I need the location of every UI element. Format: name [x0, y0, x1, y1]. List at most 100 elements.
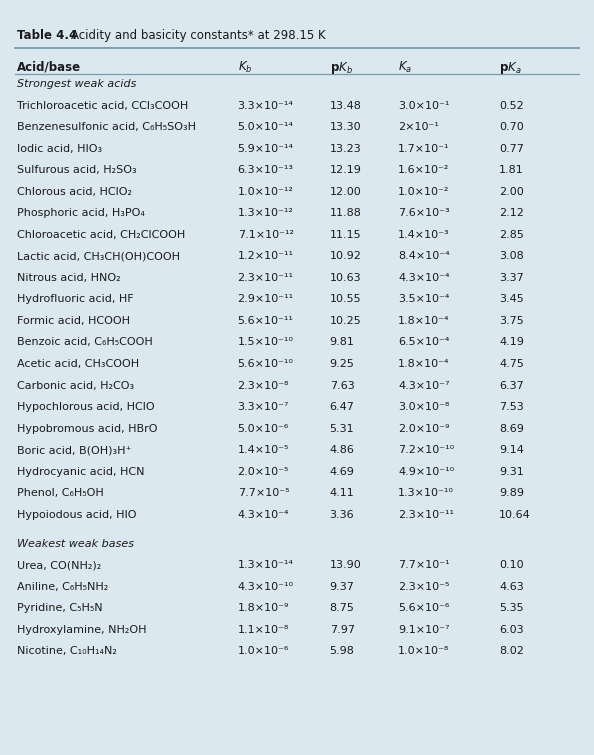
Text: 6.37: 6.37: [499, 381, 524, 390]
Text: 1.4×10⁻⁵: 1.4×10⁻⁵: [238, 445, 289, 455]
Text: $K_a$: $K_a$: [398, 60, 412, 76]
Text: Acidity and basicity constants* at 298.15 K: Acidity and basicity constants* at 298.1…: [71, 29, 326, 42]
Text: 7.53: 7.53: [499, 402, 524, 412]
Text: Hydrofluoric acid, HF: Hydrofluoric acid, HF: [17, 294, 133, 304]
Text: 1.3×10⁻¹²: 1.3×10⁻¹²: [238, 208, 293, 218]
Text: 5.6×10⁻¹¹: 5.6×10⁻¹¹: [238, 316, 293, 326]
Text: 5.6×10⁻⁶: 5.6×10⁻⁶: [398, 603, 449, 613]
Text: 1.2×10⁻¹¹: 1.2×10⁻¹¹: [238, 251, 293, 261]
Text: Carbonic acid, H₂CO₃: Carbonic acid, H₂CO₃: [17, 381, 134, 390]
Text: Urea, CO(NH₂)₂: Urea, CO(NH₂)₂: [17, 560, 101, 570]
Text: Weakest weak bases: Weakest weak bases: [17, 538, 134, 549]
Text: 9.14: 9.14: [499, 445, 524, 455]
Text: 5.31: 5.31: [330, 424, 354, 433]
Text: 9.89: 9.89: [499, 488, 524, 498]
Text: Hypochlorous acid, HClO: Hypochlorous acid, HClO: [17, 402, 154, 412]
Text: 3.45: 3.45: [499, 294, 524, 304]
Text: 0.10: 0.10: [499, 560, 523, 570]
Text: 4.3×10⁻¹⁰: 4.3×10⁻¹⁰: [238, 581, 293, 592]
Text: 1.5×10⁻¹⁰: 1.5×10⁻¹⁰: [238, 337, 293, 347]
Text: 5.6×10⁻¹⁰: 5.6×10⁻¹⁰: [238, 359, 293, 369]
Text: 13.30: 13.30: [330, 122, 361, 132]
Text: 10.92: 10.92: [330, 251, 362, 261]
Text: 8.75: 8.75: [330, 603, 355, 613]
Text: 1.6×10⁻²: 1.6×10⁻²: [398, 165, 449, 175]
Text: 6.47: 6.47: [330, 402, 355, 412]
Text: Pyridine, C₅H₅N: Pyridine, C₅H₅N: [17, 603, 102, 613]
Text: 4.3×10⁻⁷: 4.3×10⁻⁷: [398, 381, 450, 390]
Text: 1.3×10⁻¹⁰: 1.3×10⁻¹⁰: [398, 488, 454, 498]
Text: 13.23: 13.23: [330, 143, 361, 154]
Text: 3.3×10⁻⁷: 3.3×10⁻⁷: [238, 402, 289, 412]
Text: 2.9×10⁻¹¹: 2.9×10⁻¹¹: [238, 294, 293, 304]
Text: 1.0×10⁻⁸: 1.0×10⁻⁸: [398, 646, 449, 656]
Text: 8.02: 8.02: [499, 646, 524, 656]
Text: 1.81: 1.81: [499, 165, 524, 175]
Text: 3.37: 3.37: [499, 273, 524, 283]
Text: 1.8×10⁻⁹: 1.8×10⁻⁹: [238, 603, 289, 613]
Text: Phenol, C₆H₅OH: Phenol, C₆H₅OH: [17, 488, 103, 498]
Text: 4.9×10⁻¹⁰: 4.9×10⁻¹⁰: [398, 467, 454, 476]
Text: 7.7×10⁻⁵: 7.7×10⁻⁵: [238, 488, 289, 498]
Text: 9.81: 9.81: [330, 337, 355, 347]
Text: 9.25: 9.25: [330, 359, 355, 369]
Text: 5.0×10⁻¹⁴: 5.0×10⁻¹⁴: [238, 122, 293, 132]
Text: Chloroacetic acid, CH₂ClCOOH: Chloroacetic acid, CH₂ClCOOH: [17, 230, 185, 240]
Text: 2.0×10⁻⁹: 2.0×10⁻⁹: [398, 424, 450, 433]
Text: 9.31: 9.31: [499, 467, 524, 476]
Text: 1.7×10⁻¹: 1.7×10⁻¹: [398, 143, 450, 154]
Text: 2.85: 2.85: [499, 230, 524, 240]
Text: 1.0×10⁻¹²: 1.0×10⁻¹²: [238, 186, 293, 197]
Text: 7.6×10⁻³: 7.6×10⁻³: [398, 208, 450, 218]
Text: Trichloroacetic acid, CCl₃COOH: Trichloroacetic acid, CCl₃COOH: [17, 101, 188, 111]
Text: 6.03: 6.03: [499, 624, 523, 635]
Text: Table 4.4: Table 4.4: [17, 29, 77, 42]
Text: 0.77: 0.77: [499, 143, 524, 154]
Text: Hydrocyanic acid, HCN: Hydrocyanic acid, HCN: [17, 467, 144, 476]
Text: 5.35: 5.35: [499, 603, 523, 613]
Text: Phosphoric acid, H₃PO₄: Phosphoric acid, H₃PO₄: [17, 208, 144, 218]
Text: 4.19: 4.19: [499, 337, 524, 347]
Text: 1.8×10⁻⁴: 1.8×10⁻⁴: [398, 316, 450, 326]
Text: 3.08: 3.08: [499, 251, 524, 261]
Text: 7.1×10⁻¹²: 7.1×10⁻¹²: [238, 230, 293, 240]
Text: 4.11: 4.11: [330, 488, 355, 498]
Text: 3.3×10⁻¹⁴: 3.3×10⁻¹⁴: [238, 101, 293, 111]
Text: p$K_b$: p$K_b$: [330, 60, 353, 76]
Text: 3.75: 3.75: [499, 316, 524, 326]
Text: 12.19: 12.19: [330, 165, 362, 175]
Text: Nitrous acid, HNO₂: Nitrous acid, HNO₂: [17, 273, 120, 283]
Text: Sulfurous acid, H₂SO₃: Sulfurous acid, H₂SO₃: [17, 165, 136, 175]
Text: 1.0×10⁻⁶: 1.0×10⁻⁶: [238, 646, 289, 656]
Text: Aniline, C₆H₅NH₂: Aniline, C₆H₅NH₂: [17, 581, 108, 592]
Text: 2.0×10⁻⁵: 2.0×10⁻⁵: [238, 467, 289, 476]
Text: 7.7×10⁻¹: 7.7×10⁻¹: [398, 560, 450, 570]
Text: Formic acid, HCOOH: Formic acid, HCOOH: [17, 316, 129, 326]
Text: 4.69: 4.69: [330, 467, 355, 476]
Text: Iodic acid, HIO₃: Iodic acid, HIO₃: [17, 143, 102, 154]
Text: 3.5×10⁻⁴: 3.5×10⁻⁴: [398, 294, 449, 304]
Text: 2.00: 2.00: [499, 186, 524, 197]
Text: 1.1×10⁻⁸: 1.1×10⁻⁸: [238, 624, 289, 635]
Text: 5.98: 5.98: [330, 646, 355, 656]
Text: 7.97: 7.97: [330, 624, 355, 635]
Text: 4.3×10⁻⁴: 4.3×10⁻⁴: [398, 273, 450, 283]
Text: 6.3×10⁻¹³: 6.3×10⁻¹³: [238, 165, 293, 175]
Text: 3.0×10⁻¹: 3.0×10⁻¹: [398, 101, 449, 111]
Text: 5.9×10⁻¹⁴: 5.9×10⁻¹⁴: [238, 143, 293, 154]
Text: 7.2×10⁻¹⁰: 7.2×10⁻¹⁰: [398, 445, 454, 455]
Text: 10.63: 10.63: [330, 273, 361, 283]
Text: Strongest weak acids: Strongest weak acids: [17, 79, 136, 89]
Text: 1.8×10⁻⁴: 1.8×10⁻⁴: [398, 359, 450, 369]
Text: 2.3×10⁻⁵: 2.3×10⁻⁵: [398, 581, 449, 592]
Text: 9.37: 9.37: [330, 581, 355, 592]
Text: 0.70: 0.70: [499, 122, 524, 132]
Text: $K_b$: $K_b$: [238, 60, 252, 76]
Text: 10.55: 10.55: [330, 294, 361, 304]
Text: 9.1×10⁻⁷: 9.1×10⁻⁷: [398, 624, 450, 635]
Text: 6.5×10⁻⁴: 6.5×10⁻⁴: [398, 337, 449, 347]
Text: 3.36: 3.36: [330, 510, 354, 519]
Text: 11.88: 11.88: [330, 208, 362, 218]
Text: 8.69: 8.69: [499, 424, 524, 433]
Text: 0.52: 0.52: [499, 101, 524, 111]
